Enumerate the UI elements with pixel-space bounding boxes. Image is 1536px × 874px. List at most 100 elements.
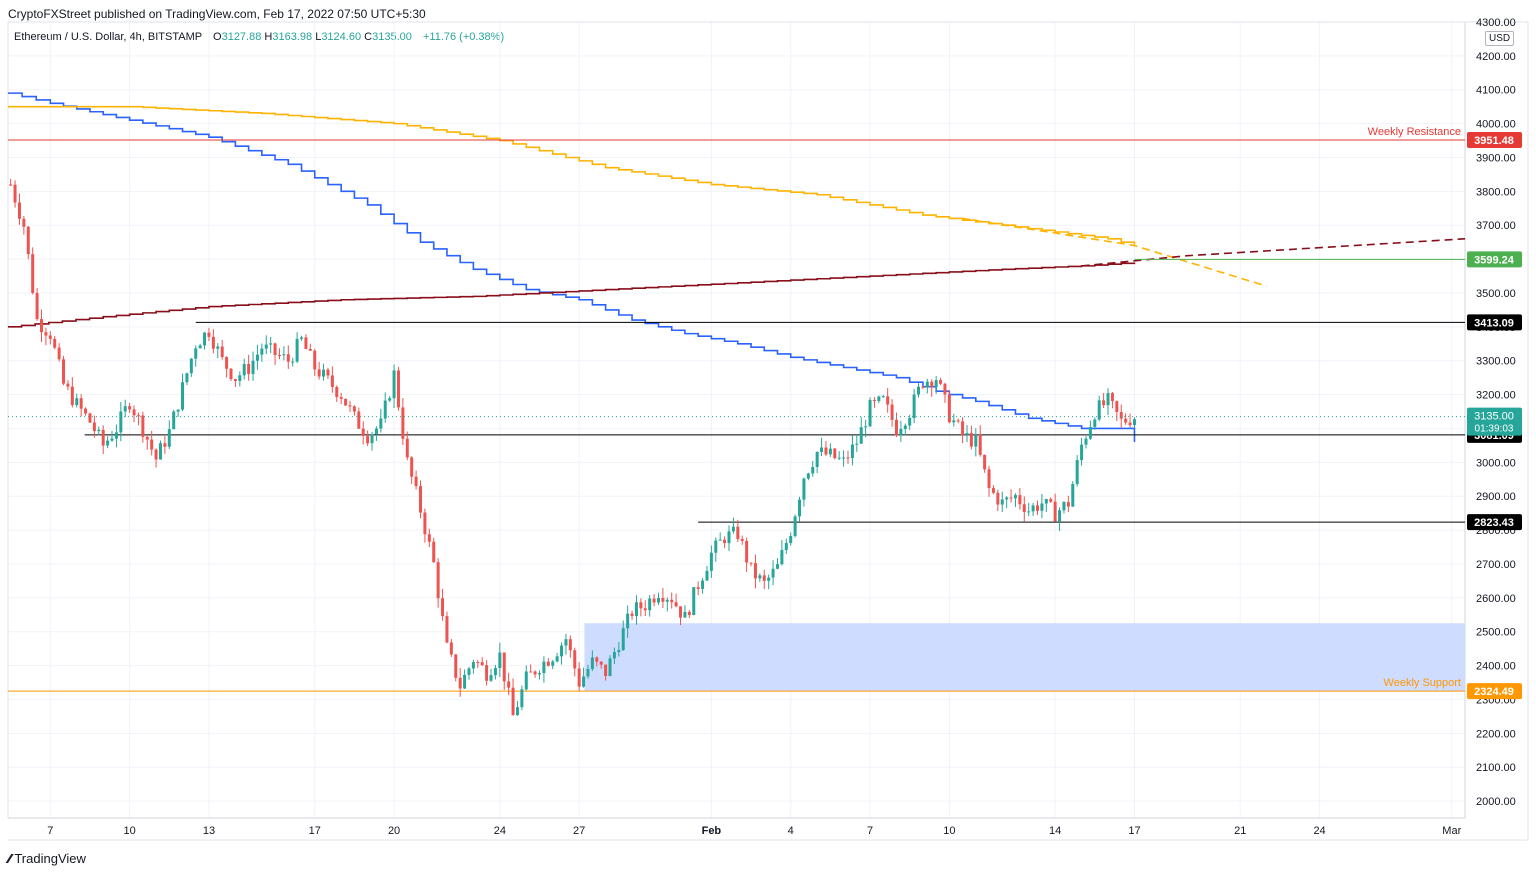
candle-body (1110, 393, 1114, 402)
candle-body (723, 539, 727, 544)
candle-body (538, 673, 542, 675)
candle-body (890, 404, 894, 420)
candle-body (92, 422, 96, 432)
candle-body (449, 642, 453, 655)
candle-body (850, 444, 854, 459)
candle-body (842, 457, 846, 459)
x-tick-label: 17 (1128, 825, 1140, 837)
candle-body (322, 369, 326, 377)
indicator-line-2 (8, 262, 1136, 328)
candle-body (899, 429, 903, 436)
candle-body (520, 689, 524, 708)
level-annotation: Weekly Support (1384, 677, 1461, 689)
candle-body (374, 428, 378, 435)
candle-body (555, 656, 559, 662)
candle-body (515, 707, 519, 716)
candle-body (780, 550, 784, 565)
candle-body (1071, 483, 1075, 507)
candle-body (718, 539, 722, 541)
candle-body (366, 435, 370, 444)
candle-body (978, 434, 982, 455)
candle-body (291, 361, 295, 363)
ohlc-value: 3163.98 (272, 31, 313, 43)
candle-body (1124, 418, 1128, 423)
candle-body (1088, 426, 1092, 439)
candle-body (709, 552, 713, 571)
candle-body (419, 486, 423, 513)
candle-body (961, 421, 965, 436)
candle-body (405, 438, 409, 458)
candle-body (1013, 495, 1017, 499)
candle-body (789, 536, 793, 544)
candle-body (1000, 499, 1004, 505)
candle-body (643, 608, 647, 611)
candle-body (1018, 495, 1022, 505)
current-price-label: 3135.00 (1474, 411, 1514, 423)
candle-body (837, 457, 841, 459)
candle-body (621, 628, 625, 651)
candle-body (467, 668, 471, 675)
symbol-title[interactable]: Ethereum / U.S. Dollar, 4h, BITSTAMP (14, 31, 202, 43)
y-tick-label: 2500.00 (1476, 627, 1516, 639)
candle-body (286, 354, 290, 362)
ohlc-key: O (213, 31, 222, 43)
candle-body (965, 433, 969, 436)
y-tick-label: 4200.00 (1476, 51, 1516, 63)
candles (9, 178, 1136, 716)
candle-body (947, 394, 951, 423)
candle-body (1080, 444, 1084, 461)
candle-body (542, 661, 546, 674)
y-tick-label: 2200.00 (1476, 728, 1516, 740)
candle-body (295, 338, 299, 362)
y-tick-label: 4100.00 (1476, 85, 1516, 97)
candle-body (1066, 502, 1070, 507)
axis-price-tag-label: 3413.09 (1474, 317, 1514, 329)
candle-body (167, 429, 171, 447)
candle-body (864, 426, 868, 428)
candle-body (476, 662, 480, 664)
candle-body (524, 671, 528, 690)
candle-body (238, 375, 242, 381)
currency-badge[interactable]: USD (1485, 31, 1515, 46)
candle-body (1075, 460, 1079, 484)
projection-line-1 (1081, 237, 1466, 267)
candle-body (498, 652, 502, 669)
candle-body (471, 662, 475, 669)
candle-body (313, 350, 317, 370)
candle-body (57, 347, 61, 360)
candle-body (141, 415, 145, 437)
candle-body (255, 354, 259, 361)
candle-body (753, 563, 757, 579)
candle-body (485, 665, 489, 681)
candle-body (634, 602, 638, 616)
candle-body (66, 383, 70, 387)
candle-body (1106, 393, 1110, 406)
candle-body (930, 381, 934, 388)
candle-body (84, 408, 88, 414)
candle-body (1022, 504, 1026, 513)
candle-body (727, 531, 731, 544)
indicator-line-1 (8, 105, 1136, 246)
candle-body (705, 570, 709, 581)
x-tick-label: Feb (702, 825, 722, 837)
candle-body (79, 398, 83, 409)
candle-body (674, 602, 678, 607)
y-tick-label: 3800.00 (1476, 186, 1516, 198)
candle-body (273, 343, 277, 355)
candle-body (414, 476, 418, 487)
candle-body (912, 394, 916, 418)
candle-body (881, 396, 885, 398)
candle-body (1009, 497, 1013, 499)
candle-body (568, 639, 572, 651)
candle-body (507, 681, 511, 688)
candle-body (26, 226, 30, 255)
candle-body (996, 492, 1000, 505)
candle-body (493, 668, 497, 676)
candle-body (88, 413, 92, 423)
candle-body (194, 348, 198, 359)
candle-body (599, 661, 603, 665)
candle-body (123, 406, 127, 412)
candle-body (872, 399, 876, 402)
candle-body (1027, 511, 1031, 513)
